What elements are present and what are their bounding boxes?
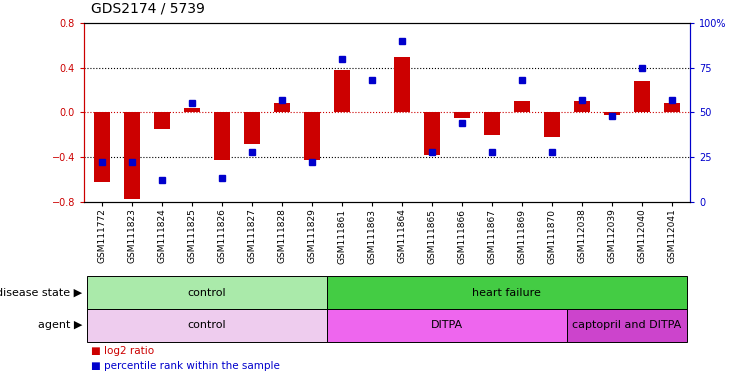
Text: DITPA: DITPA bbox=[431, 320, 463, 331]
Bar bbox=[453, 113, 470, 118]
Text: control: control bbox=[188, 320, 226, 331]
Text: GDS2174 / 5739: GDS2174 / 5739 bbox=[91, 2, 205, 16]
Bar bbox=[514, 101, 530, 113]
Bar bbox=[664, 103, 680, 113]
Bar bbox=[604, 113, 620, 114]
Text: ■ percentile rank within the sample: ■ percentile rank within the sample bbox=[91, 361, 280, 371]
Bar bbox=[274, 103, 290, 113]
Text: captopril and DITPA: captopril and DITPA bbox=[572, 320, 682, 331]
Bar bbox=[304, 113, 320, 160]
Bar bbox=[123, 113, 140, 199]
Bar bbox=[574, 101, 590, 113]
Text: ■ log2 ratio: ■ log2 ratio bbox=[91, 346, 154, 356]
Bar bbox=[154, 113, 170, 129]
Text: heart failure: heart failure bbox=[472, 288, 542, 298]
Text: control: control bbox=[188, 288, 226, 298]
Bar bbox=[184, 108, 200, 113]
Bar bbox=[423, 113, 440, 155]
Bar bbox=[393, 56, 410, 113]
Bar bbox=[544, 113, 560, 137]
Text: agent ▶: agent ▶ bbox=[38, 320, 82, 331]
Bar bbox=[634, 81, 650, 113]
Text: disease state ▶: disease state ▶ bbox=[0, 288, 82, 298]
Bar bbox=[244, 113, 260, 144]
Bar bbox=[334, 70, 350, 113]
Bar bbox=[484, 113, 500, 135]
Bar bbox=[93, 113, 110, 182]
Bar bbox=[214, 113, 230, 160]
